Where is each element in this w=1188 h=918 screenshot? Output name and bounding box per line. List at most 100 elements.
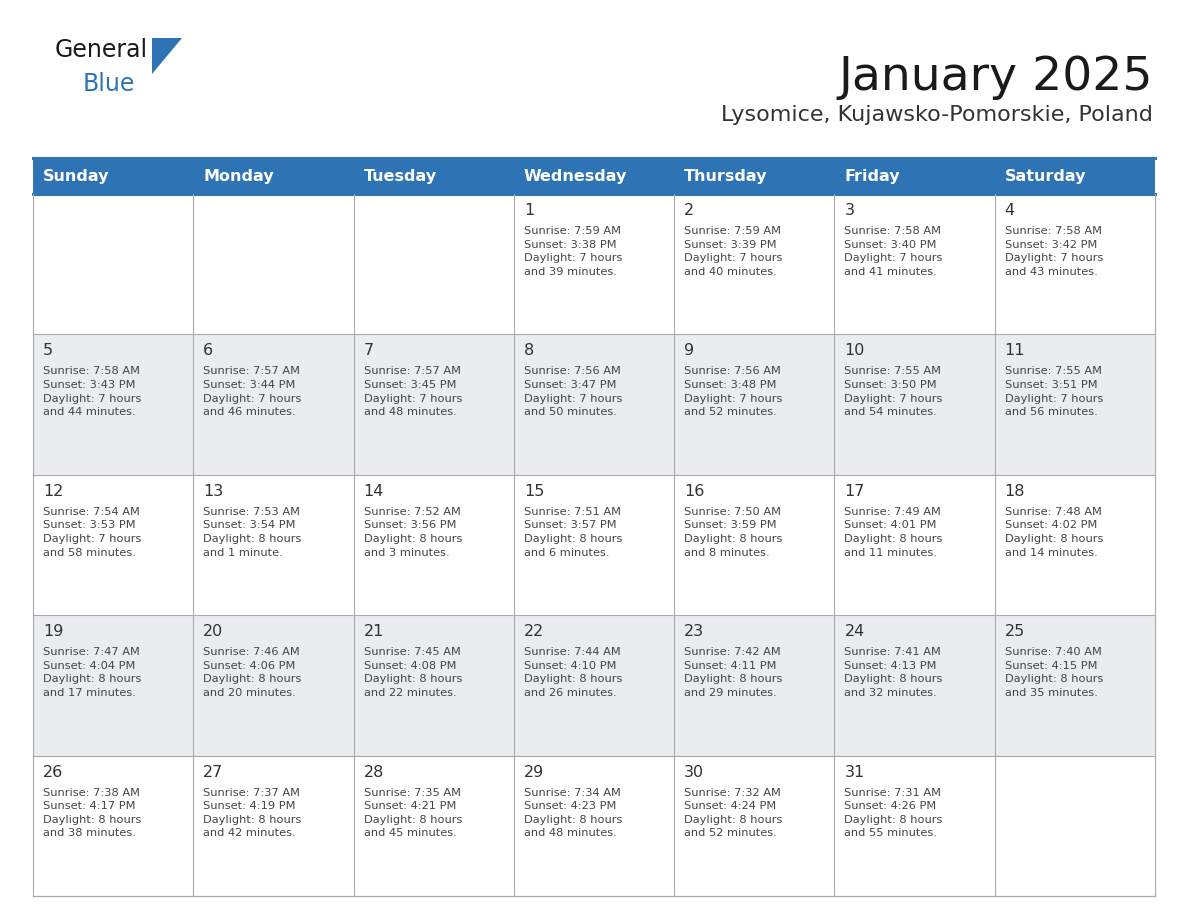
Text: 23: 23	[684, 624, 704, 639]
Bar	[994, 615, 1155, 756]
Bar	[514, 194, 674, 334]
Bar	[514, 756, 674, 896]
Bar	[194, 334, 354, 475]
Text: Blue: Blue	[83, 72, 135, 96]
Text: Sunrise: 7:53 AM
Sunset: 3:54 PM
Daylight: 8 hours
and 1 minute.: Sunrise: 7:53 AM Sunset: 3:54 PM Dayligh…	[203, 507, 302, 557]
Text: Sunrise: 7:52 AM
Sunset: 3:56 PM
Daylight: 8 hours
and 3 minutes.: Sunrise: 7:52 AM Sunset: 3:56 PM Dayligh…	[364, 507, 462, 557]
Text: Sunrise: 7:56 AM
Sunset: 3:48 PM
Daylight: 7 hours
and 52 minutes.: Sunrise: 7:56 AM Sunset: 3:48 PM Dayligh…	[684, 366, 783, 417]
Bar	[514, 615, 674, 756]
Text: Sunday: Sunday	[43, 169, 109, 184]
Text: Sunrise: 7:47 AM
Sunset: 4:04 PM
Daylight: 8 hours
and 17 minutes.: Sunrise: 7:47 AM Sunset: 4:04 PM Dayligh…	[43, 647, 141, 698]
Bar	[33, 615, 194, 756]
Text: Sunrise: 7:41 AM
Sunset: 4:13 PM
Daylight: 8 hours
and 32 minutes.: Sunrise: 7:41 AM Sunset: 4:13 PM Dayligh…	[845, 647, 943, 698]
Text: Sunrise: 7:58 AM
Sunset: 3:42 PM
Daylight: 7 hours
and 43 minutes.: Sunrise: 7:58 AM Sunset: 3:42 PM Dayligh…	[1005, 226, 1104, 277]
Polygon shape	[152, 38, 182, 74]
Text: Sunrise: 7:44 AM
Sunset: 4:10 PM
Daylight: 8 hours
and 26 minutes.: Sunrise: 7:44 AM Sunset: 4:10 PM Dayligh…	[524, 647, 623, 698]
Text: 9: 9	[684, 343, 694, 358]
Bar	[33, 334, 194, 475]
Text: Sunrise: 7:57 AM
Sunset: 3:45 PM
Daylight: 7 hours
and 48 minutes.: Sunrise: 7:57 AM Sunset: 3:45 PM Dayligh…	[364, 366, 462, 417]
Bar	[514, 334, 674, 475]
Bar	[354, 334, 514, 475]
Text: 10: 10	[845, 343, 865, 358]
Text: 5: 5	[43, 343, 53, 358]
Text: Sunrise: 7:46 AM
Sunset: 4:06 PM
Daylight: 8 hours
and 20 minutes.: Sunrise: 7:46 AM Sunset: 4:06 PM Dayligh…	[203, 647, 302, 698]
Text: Sunrise: 7:40 AM
Sunset: 4:15 PM
Daylight: 8 hours
and 35 minutes.: Sunrise: 7:40 AM Sunset: 4:15 PM Dayligh…	[1005, 647, 1104, 698]
Text: 13: 13	[203, 484, 223, 498]
Text: 26: 26	[43, 765, 63, 779]
Text: Sunrise: 7:37 AM
Sunset: 4:19 PM
Daylight: 8 hours
and 42 minutes.: Sunrise: 7:37 AM Sunset: 4:19 PM Dayligh…	[203, 788, 302, 838]
Text: 4: 4	[1005, 203, 1015, 218]
Text: 18: 18	[1005, 484, 1025, 498]
Text: 2: 2	[684, 203, 694, 218]
Text: Sunrise: 7:55 AM
Sunset: 3:50 PM
Daylight: 7 hours
and 54 minutes.: Sunrise: 7:55 AM Sunset: 3:50 PM Dayligh…	[845, 366, 943, 417]
Bar	[834, 334, 994, 475]
Bar	[194, 158, 354, 194]
Text: Sunrise: 7:35 AM
Sunset: 4:21 PM
Daylight: 8 hours
and 45 minutes.: Sunrise: 7:35 AM Sunset: 4:21 PM Dayligh…	[364, 788, 462, 838]
Text: Sunrise: 7:34 AM
Sunset: 4:23 PM
Daylight: 8 hours
and 48 minutes.: Sunrise: 7:34 AM Sunset: 4:23 PM Dayligh…	[524, 788, 623, 838]
Bar	[994, 475, 1155, 615]
Text: Sunrise: 7:38 AM
Sunset: 4:17 PM
Daylight: 8 hours
and 38 minutes.: Sunrise: 7:38 AM Sunset: 4:17 PM Dayligh…	[43, 788, 141, 838]
Text: Sunrise: 7:57 AM
Sunset: 3:44 PM
Daylight: 7 hours
and 46 minutes.: Sunrise: 7:57 AM Sunset: 3:44 PM Dayligh…	[203, 366, 302, 417]
Text: Sunrise: 7:55 AM
Sunset: 3:51 PM
Daylight: 7 hours
and 56 minutes.: Sunrise: 7:55 AM Sunset: 3:51 PM Dayligh…	[1005, 366, 1104, 417]
Bar	[834, 475, 994, 615]
Bar	[194, 756, 354, 896]
Text: 8: 8	[524, 343, 535, 358]
Text: Sunrise: 7:42 AM
Sunset: 4:11 PM
Daylight: 8 hours
and 29 minutes.: Sunrise: 7:42 AM Sunset: 4:11 PM Dayligh…	[684, 647, 783, 698]
Text: 29: 29	[524, 765, 544, 779]
Text: January 2025: January 2025	[839, 55, 1154, 100]
Text: Sunrise: 7:32 AM
Sunset: 4:24 PM
Daylight: 8 hours
and 52 minutes.: Sunrise: 7:32 AM Sunset: 4:24 PM Dayligh…	[684, 788, 783, 838]
Text: Tuesday: Tuesday	[364, 169, 437, 184]
Text: Sunrise: 7:59 AM
Sunset: 3:38 PM
Daylight: 7 hours
and 39 minutes.: Sunrise: 7:59 AM Sunset: 3:38 PM Dayligh…	[524, 226, 623, 277]
Text: 27: 27	[203, 765, 223, 779]
Text: 16: 16	[684, 484, 704, 498]
Text: 24: 24	[845, 624, 865, 639]
Text: Sunrise: 7:58 AM
Sunset: 3:43 PM
Daylight: 7 hours
and 44 minutes.: Sunrise: 7:58 AM Sunset: 3:43 PM Dayligh…	[43, 366, 141, 417]
Bar	[194, 194, 354, 334]
Bar	[674, 475, 834, 615]
Text: 14: 14	[364, 484, 384, 498]
Text: Thursday: Thursday	[684, 169, 767, 184]
Text: 7: 7	[364, 343, 374, 358]
Bar	[834, 194, 994, 334]
Bar	[834, 756, 994, 896]
Text: Sunrise: 7:54 AM
Sunset: 3:53 PM
Daylight: 7 hours
and 58 minutes.: Sunrise: 7:54 AM Sunset: 3:53 PM Dayligh…	[43, 507, 141, 557]
Bar	[674, 194, 834, 334]
Bar	[994, 756, 1155, 896]
Bar	[994, 158, 1155, 194]
Text: 21: 21	[364, 624, 384, 639]
Text: 28: 28	[364, 765, 384, 779]
Bar	[354, 194, 514, 334]
Text: Sunrise: 7:56 AM
Sunset: 3:47 PM
Daylight: 7 hours
and 50 minutes.: Sunrise: 7:56 AM Sunset: 3:47 PM Dayligh…	[524, 366, 623, 417]
Bar	[674, 615, 834, 756]
Text: Sunrise: 7:49 AM
Sunset: 4:01 PM
Daylight: 8 hours
and 11 minutes.: Sunrise: 7:49 AM Sunset: 4:01 PM Dayligh…	[845, 507, 943, 557]
Text: Lysomice, Kujawsko-Pomorskie, Poland: Lysomice, Kujawsko-Pomorskie, Poland	[721, 105, 1154, 125]
Bar	[674, 756, 834, 896]
Text: 6: 6	[203, 343, 214, 358]
Text: Sunrise: 7:58 AM
Sunset: 3:40 PM
Daylight: 7 hours
and 41 minutes.: Sunrise: 7:58 AM Sunset: 3:40 PM Dayligh…	[845, 226, 943, 277]
Bar	[514, 158, 674, 194]
Text: 15: 15	[524, 484, 544, 498]
Text: 19: 19	[43, 624, 63, 639]
Text: Sunrise: 7:59 AM
Sunset: 3:39 PM
Daylight: 7 hours
and 40 minutes.: Sunrise: 7:59 AM Sunset: 3:39 PM Dayligh…	[684, 226, 783, 277]
Text: 12: 12	[43, 484, 63, 498]
Text: Sunrise: 7:50 AM
Sunset: 3:59 PM
Daylight: 8 hours
and 8 minutes.: Sunrise: 7:50 AM Sunset: 3:59 PM Dayligh…	[684, 507, 783, 557]
Text: General: General	[55, 38, 148, 62]
Bar	[354, 475, 514, 615]
Text: 11: 11	[1005, 343, 1025, 358]
Bar	[354, 615, 514, 756]
Text: Wednesday: Wednesday	[524, 169, 627, 184]
Bar	[194, 615, 354, 756]
Text: Sunrise: 7:51 AM
Sunset: 3:57 PM
Daylight: 8 hours
and 6 minutes.: Sunrise: 7:51 AM Sunset: 3:57 PM Dayligh…	[524, 507, 623, 557]
Bar	[834, 615, 994, 756]
Text: 31: 31	[845, 765, 865, 779]
Bar	[834, 158, 994, 194]
Text: 17: 17	[845, 484, 865, 498]
Text: Sunrise: 7:31 AM
Sunset: 4:26 PM
Daylight: 8 hours
and 55 minutes.: Sunrise: 7:31 AM Sunset: 4:26 PM Dayligh…	[845, 788, 943, 838]
Text: 1: 1	[524, 203, 535, 218]
Bar	[33, 158, 194, 194]
Text: 20: 20	[203, 624, 223, 639]
Text: 30: 30	[684, 765, 704, 779]
Bar	[674, 334, 834, 475]
Text: 3: 3	[845, 203, 854, 218]
Bar	[33, 194, 194, 334]
